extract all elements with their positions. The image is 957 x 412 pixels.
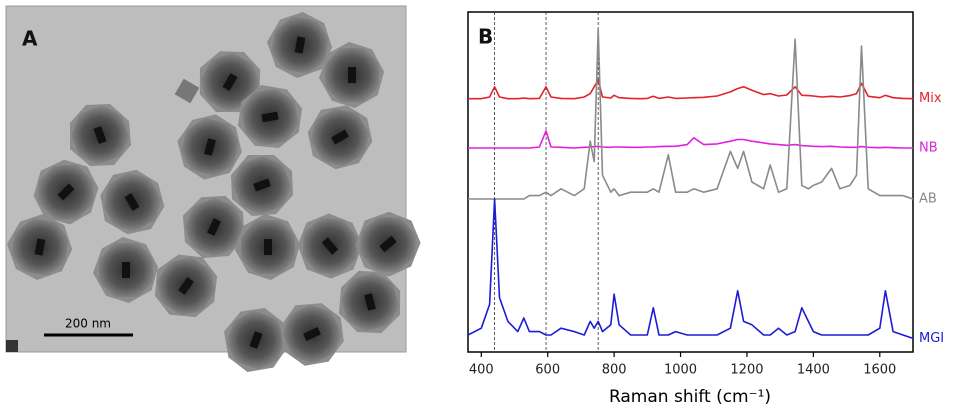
- x-tick-label: 800: [602, 363, 627, 378]
- spectrum-line: [468, 79, 914, 100]
- spectrum-line: [468, 28, 914, 200]
- series-label: NB: [919, 141, 938, 156]
- panel-label: B: [478, 25, 493, 49]
- spectrum-line: [467, 198, 914, 340]
- x-axis-label: Raman shift (cm⁻¹): [609, 387, 771, 407]
- tem-image: 200 nm A: [0, 0, 444, 391]
- x-tick-label: 600: [535, 363, 560, 378]
- x-tick-label: 1600: [863, 363, 896, 378]
- chart: B Raman shift (cm⁻¹): [467, 11, 914, 407]
- x-tick-label: 1000: [664, 363, 697, 378]
- series-label: MGI: [919, 331, 944, 346]
- spectrum-line: [468, 130, 913, 149]
- x-tick-label: 400: [469, 363, 494, 378]
- x-tick-label: 1400: [797, 363, 830, 378]
- series-label: AB: [919, 192, 937, 207]
- scale-bar-label: 200 nm: [65, 317, 111, 331]
- series-label: Mix: [919, 91, 942, 106]
- x-tick-label: 1200: [730, 363, 763, 378]
- plot-frame: [467, 11, 914, 353]
- panel-label: A: [22, 27, 38, 51]
